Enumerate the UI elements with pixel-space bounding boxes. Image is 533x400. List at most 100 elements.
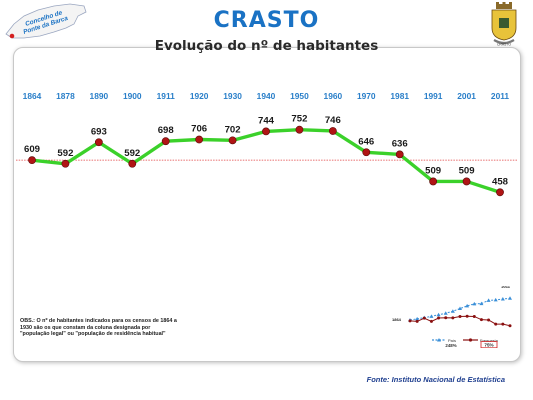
parish-marker bbox=[429, 319, 433, 323]
parish-marker bbox=[501, 322, 505, 326]
parish-marker bbox=[415, 319, 419, 323]
year-label-1864: 1864 bbox=[23, 91, 42, 101]
marker-2001 bbox=[462, 177, 471, 186]
year-label-1920: 1920 bbox=[190, 91, 209, 101]
value-label-1930: 702 bbox=[225, 124, 241, 135]
year-label-2011: 2011 bbox=[491, 91, 510, 101]
value-label-1920: 706 bbox=[191, 123, 207, 134]
country-marker bbox=[443, 311, 448, 315]
value-label-1940: 744 bbox=[258, 115, 275, 126]
marker-1991 bbox=[429, 177, 438, 186]
parish-marker bbox=[422, 316, 426, 320]
value-label-1981: 636 bbox=[392, 138, 408, 149]
parish-marker bbox=[437, 316, 441, 320]
marker-2011 bbox=[496, 188, 504, 197]
municipality-badge: Concelho de Ponte da Barca bbox=[5, 3, 87, 39]
mini-end-label: 2011 bbox=[501, 286, 510, 289]
parish-marker bbox=[487, 318, 491, 322]
country-marker bbox=[415, 316, 420, 321]
parish-marker bbox=[508, 324, 512, 328]
value-label-1878: 592 bbox=[57, 148, 73, 159]
country-marker bbox=[493, 297, 498, 302]
parish-marker bbox=[472, 314, 476, 318]
country-marker bbox=[465, 303, 470, 308]
year-labels: 1864 1878 1890 1900 1911 1920 1930 1940 1950 1960… bbox=[23, 91, 510, 101]
parish-marker bbox=[408, 319, 412, 323]
parish-marker bbox=[494, 322, 498, 326]
parish-marker bbox=[451, 316, 455, 320]
year-label-1890: 1890 bbox=[90, 91, 109, 101]
parish-marker bbox=[458, 315, 462, 319]
country-marker bbox=[450, 309, 455, 313]
marker-1981 bbox=[395, 150, 404, 159]
parish-series bbox=[408, 314, 512, 328]
marker-1950 bbox=[295, 125, 304, 134]
marker-1911 bbox=[161, 137, 170, 146]
mini-legend: País Freguesia 248% 75% bbox=[432, 338, 499, 348]
parish-change-value: 75% bbox=[484, 343, 493, 348]
marker-1970 bbox=[362, 148, 371, 157]
value-label-1960: 746 bbox=[325, 115, 341, 126]
markers bbox=[28, 125, 504, 197]
legend-country-marker bbox=[437, 338, 441, 342]
chart-title: Evolução do nº de habitantes bbox=[154, 38, 379, 54]
parish-change-box bbox=[480, 341, 498, 348]
marker-1890 bbox=[94, 138, 103, 147]
value-label-1950: 752 bbox=[291, 114, 307, 125]
country-marker bbox=[479, 301, 484, 306]
observation-note: OBS.: O nº de habitantes indicados para … bbox=[20, 318, 177, 337]
marker-1878 bbox=[61, 159, 70, 168]
source-note: Fonte: Instituto Nacional de Estatística bbox=[366, 375, 505, 384]
mini-start-label: 1864 bbox=[392, 317, 402, 322]
year-label-1878: 1878 bbox=[56, 91, 75, 101]
marker-1960 bbox=[328, 127, 337, 135]
marker-1920 bbox=[195, 135, 204, 144]
legend-country-label: País bbox=[448, 338, 456, 343]
coat-of-arms-icon: CRASTO bbox=[491, 2, 517, 47]
country-marker bbox=[500, 297, 505, 301]
year-label-1981: 1981 bbox=[390, 91, 409, 101]
country-marker bbox=[508, 296, 512, 300]
country-series bbox=[408, 296, 512, 322]
crown-merlon-right bbox=[509, 2, 512, 5]
value-label-1970: 646 bbox=[358, 136, 374, 147]
crown-base bbox=[496, 4, 512, 9]
year-label-1991: 1991 bbox=[424, 91, 443, 101]
country-marker bbox=[436, 312, 441, 317]
value-label-1911: 698 bbox=[158, 125, 175, 136]
badge-shape bbox=[5, 3, 87, 39]
year-label-1900: 1900 bbox=[123, 91, 142, 101]
legend-parish-marker bbox=[468, 338, 473, 342]
year-label-1940: 1940 bbox=[257, 91, 276, 101]
value-labels: 609 592 693 592 698 706 702 744 752 746 646 636 509 5… bbox=[24, 114, 509, 188]
parish-marker bbox=[465, 314, 469, 318]
marker-1940 bbox=[262, 127, 270, 136]
value-label-2001: 509 bbox=[459, 165, 475, 176]
year-label-1970: 1970 bbox=[357, 91, 376, 101]
crown-merlon-left bbox=[496, 2, 499, 5]
year-label-2001: 2001 bbox=[457, 91, 476, 101]
country-marker bbox=[472, 301, 477, 306]
coat-of-arms-label: CRASTO bbox=[497, 43, 511, 47]
country-marker bbox=[429, 314, 434, 318]
parish-marker bbox=[479, 318, 483, 322]
value-label-1864: 609 bbox=[24, 144, 40, 155]
marker-1900 bbox=[128, 159, 137, 168]
comparison-mini-chart: 2011 1864 País Freguesia 248% 75% bbox=[392, 286, 512, 348]
parish-marker bbox=[444, 316, 448, 320]
year-label-1950: 1950 bbox=[290, 91, 309, 101]
value-label-1900: 592 bbox=[124, 148, 140, 159]
legend-parish-label: Freguesia bbox=[480, 338, 499, 343]
marker-1930 bbox=[228, 136, 237, 145]
location-dot-icon bbox=[9, 33, 15, 39]
country-change-value: 248% bbox=[445, 343, 456, 348]
value-label-1991: 509 bbox=[425, 165, 441, 176]
year-label-1930: 1930 bbox=[223, 91, 242, 101]
crown-merlon-mid bbox=[502, 2, 506, 5]
chart-frame bbox=[13, 47, 521, 362]
year-label-1911: 1911 bbox=[157, 91, 176, 101]
country-marker bbox=[458, 306, 462, 311]
ribbon bbox=[493, 39, 515, 45]
value-label-1890: 693 bbox=[91, 126, 107, 137]
